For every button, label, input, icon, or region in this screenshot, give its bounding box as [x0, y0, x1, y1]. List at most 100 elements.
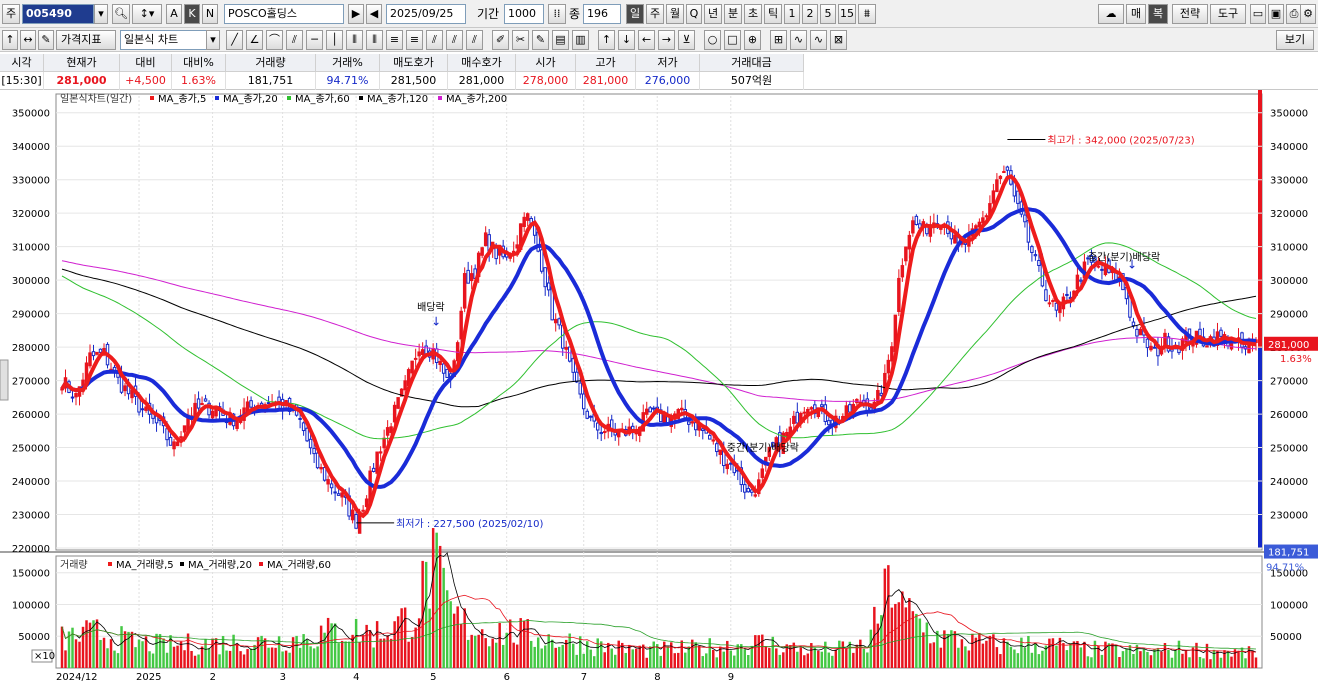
wave2-icon[interactable]: ∿: [810, 30, 827, 50]
text-tool-icon[interactable]: ✎: [532, 30, 549, 50]
chart-type-dropdown-icon[interactable]: ▾: [206, 30, 220, 50]
interval-2-button[interactable]: 2: [802, 4, 818, 24]
arrow-up-icon[interactable]: ↑: [598, 30, 615, 50]
rectangle-tool-icon[interactable]: □: [724, 30, 741, 50]
angle-line-icon[interactable]: ∠: [246, 30, 263, 50]
price-axis-left-label: 270000: [12, 377, 50, 388]
period-input[interactable]: 1000: [504, 4, 544, 24]
eraser-icon[interactable]: ✂: [512, 30, 529, 50]
horizontal-line-icon[interactable]: ─: [306, 30, 323, 50]
interval-1-button[interactable]: 1: [784, 4, 800, 24]
abk-a-button[interactable]: A: [166, 4, 182, 24]
next-stock-icon[interactable]: ▶: [348, 4, 364, 24]
count-input[interactable]: 196: [583, 4, 621, 24]
volume-bar: [316, 646, 319, 668]
candle: [326, 479, 330, 485]
pen-icon[interactable]: ✐: [492, 30, 509, 50]
fibo-retrace-icon[interactable]: ≡: [386, 30, 403, 50]
arc-icon[interactable]: ⌒: [266, 30, 283, 50]
chart-option-icon[interactable]: ⩩: [858, 4, 876, 24]
left-right-arrow-icon[interactable]: ↔: [20, 30, 36, 50]
abk-k-button[interactable]: K: [184, 4, 200, 24]
search-icon[interactable]: 🔍︎: [112, 4, 130, 24]
prev-stock-icon[interactable]: ◀: [366, 4, 382, 24]
sort-icon[interactable]: ↕▾: [132, 4, 162, 24]
arrow-down-icon[interactable]: ↓: [618, 30, 635, 50]
market-type-button[interactable]: 주: [2, 4, 20, 24]
period-minute-button[interactable]: 분: [724, 4, 742, 24]
gann-grid-icon[interactable]: ≡: [406, 30, 423, 50]
fibo-time-icon[interactable]: ⦀: [346, 30, 363, 50]
interval-5-button[interactable]: 5: [820, 4, 836, 24]
candle: [95, 351, 99, 355]
wave-icon[interactable]: ∿: [790, 30, 807, 50]
low-price-header: 저가: [636, 54, 700, 72]
note-icon[interactable]: ▤: [552, 30, 569, 50]
candle: [469, 273, 474, 282]
folder-icon[interactable]: ▭: [1250, 4, 1266, 24]
view-button[interactable]: 보기: [1276, 30, 1314, 50]
arrow-left-icon[interactable]: ←: [638, 30, 655, 50]
edit-icon[interactable]: ✎: [38, 30, 54, 50]
grid-icon[interactable]: ⁞⁞: [548, 4, 566, 24]
multi-button[interactable]: 복: [1148, 4, 1168, 24]
period-second-button[interactable]: 초: [744, 4, 762, 24]
date-input[interactable]: 2025/09/25: [386, 4, 466, 24]
period-tick-button[interactable]: 틱: [764, 4, 782, 24]
parallel-icon[interactable]: ⫽: [446, 30, 463, 50]
volume-bar: [1125, 648, 1128, 668]
interval-15-button[interactable]: 15: [838, 4, 856, 24]
candle: [378, 451, 383, 454]
volume-bar: [606, 642, 610, 668]
clear-icon[interactable]: ⊠: [830, 30, 847, 50]
zoom-grid-icon[interactable]: ⊞: [770, 30, 787, 50]
trend-line-icon[interactable]: ╱: [226, 30, 243, 50]
volume-bar: [859, 639, 862, 668]
cloud-icon[interactable]: ☁: [1098, 4, 1124, 24]
memo-icon[interactable]: ▥: [572, 30, 589, 50]
tools-button[interactable]: 도구: [1210, 4, 1246, 24]
cycle-lines-icon[interactable]: ⦀: [366, 30, 383, 50]
trade-amount-value: 507억원: [700, 72, 804, 90]
stock-name-field[interactable]: POSCO홀딩스: [224, 4, 344, 24]
chart-type-select[interactable]: 일본식 차트: [120, 30, 220, 50]
buy-sell-button[interactable]: 매: [1126, 4, 1146, 24]
zoom-icon[interactable]: ⊕: [744, 30, 761, 50]
candle: [1075, 274, 1080, 290]
settings-icon[interactable]: ⚙: [1300, 4, 1316, 24]
marker-icon[interactable]: ⊻: [678, 30, 695, 50]
period-quarter-button[interactable]: Q: [686, 4, 702, 24]
volume-bar: [571, 643, 575, 668]
candle: [1089, 255, 1094, 263]
regression-icon[interactable]: ⫽: [466, 30, 483, 50]
vertical-line-icon[interactable]: │: [326, 30, 343, 50]
volume-bar: [428, 608, 431, 668]
candle: [88, 352, 92, 367]
arrow-right-icon[interactable]: →: [658, 30, 675, 50]
candle: [1051, 300, 1055, 303]
code-dropdown-icon[interactable]: ▾: [94, 4, 108, 24]
stock-code-input[interactable]: 005490: [22, 4, 94, 24]
current-volume-label: 181,751: [1268, 548, 1309, 559]
save-icon[interactable]: ▣: [1268, 4, 1284, 24]
period-month-button[interactable]: 월: [666, 4, 684, 24]
volume-bar: [1016, 653, 1020, 668]
period-year-button[interactable]: 년: [704, 4, 722, 24]
candle: [729, 462, 733, 465]
circle-tool-icon[interactable]: ○: [704, 30, 721, 50]
volume-bar: [452, 613, 456, 668]
price-indicator-button[interactable]: 가격지표: [56, 30, 116, 50]
channel-icon[interactable]: ⫽: [426, 30, 443, 50]
volume-bar: [393, 621, 396, 668]
candle: [1079, 279, 1083, 282]
fan-icon[interactable]: ⫽: [286, 30, 303, 50]
up-arrow-icon[interactable]: ↑: [2, 30, 18, 50]
abk-n-button[interactable]: N: [202, 4, 218, 24]
price-legend-item: MA_종가,120: [367, 93, 428, 105]
volume-bar: [1153, 648, 1156, 668]
period-day-button[interactable]: 일: [626, 4, 644, 24]
volume-bar: [1174, 650, 1177, 668]
strategy-button[interactable]: 전략: [1172, 4, 1208, 24]
period-week-button[interactable]: 주: [646, 4, 664, 24]
